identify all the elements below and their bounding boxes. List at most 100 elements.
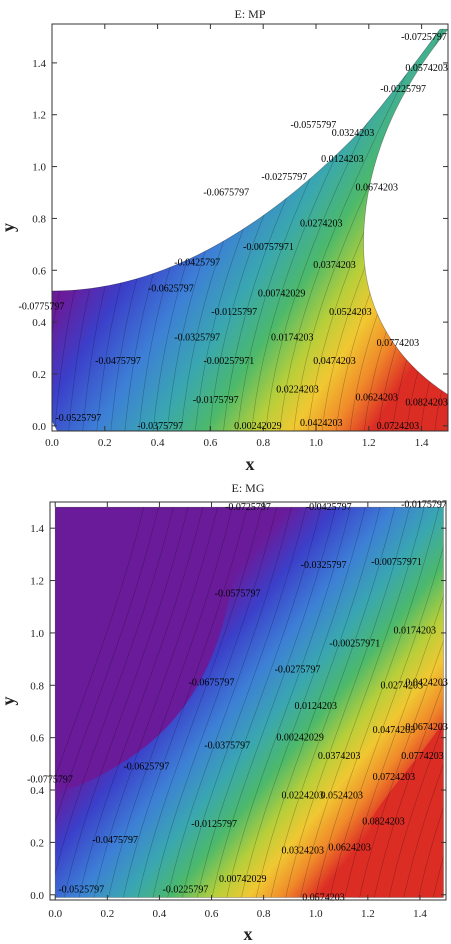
contour-line <box>135 507 267 898</box>
contour-value-label: -0.0125797 <box>211 307 257 318</box>
x-tick-label: 0.0 <box>48 908 62 920</box>
contour-line <box>391 29 448 431</box>
contour-value-label: -0.0375797 <box>137 421 183 432</box>
contour-value-label: 0.0274203 <box>300 219 343 230</box>
x-tick-label: 1.0 <box>309 437 323 449</box>
contour-value-label: 0.0774203 <box>377 338 420 349</box>
x-axis-label: x <box>244 924 253 944</box>
contour-value-label: -0.0625797 <box>123 761 169 772</box>
contour-line <box>419 29 448 431</box>
contour-line <box>312 507 444 898</box>
contour-value-label: 0.0624203 <box>355 392 398 403</box>
x-tick-label: 0.0 <box>45 437 59 449</box>
contour-value-label: 0.0824203 <box>405 397 448 408</box>
contour-value-label: 0.0174203 <box>393 625 436 636</box>
contour-line <box>120 507 252 898</box>
contour-value-label: 0.0674203 <box>405 722 448 733</box>
x-tick-label: 0.2 <box>100 908 114 920</box>
max-plateau-region <box>354 721 444 898</box>
contour-value-label: 0.0274203 <box>380 680 423 691</box>
contour-line <box>239 507 370 898</box>
contour-value-label: 0.0124203 <box>294 701 337 712</box>
contour-value-label: -0.0675797 <box>189 678 235 689</box>
contour-value-label: 0.0174203 <box>271 333 314 344</box>
contour-value-label: 0.0424203 <box>405 678 448 689</box>
contour-value-label: 0.0324203 <box>332 128 375 139</box>
contour-value-label: 0.0674203 <box>355 182 398 193</box>
contour-value-label: -0.0525797 <box>55 413 101 424</box>
contour-value-label: 0.0224203 <box>281 790 324 801</box>
contour-value-label: -0.0775797 <box>27 775 73 786</box>
y-tick-label: 0.2 <box>32 369 46 381</box>
contour-value-label: -0.0175797 <box>401 500 447 511</box>
y-tick-label: 0.4 <box>30 785 44 797</box>
contour-value-label: -0.0275797 <box>261 172 307 183</box>
contour-line <box>357 507 444 898</box>
contour-value-label: -0.0475797 <box>92 835 138 846</box>
contour-value-label: 0.0374203 <box>318 751 361 762</box>
contour-value-label: -0.0625797 <box>148 283 194 294</box>
contour-line <box>268 507 400 898</box>
y-tick-label: 0.4 <box>32 317 46 329</box>
contour-value-label: -0.0775797 <box>19 302 65 313</box>
contour-value-label: -0.00257971 <box>329 638 380 649</box>
contour-value-label: 0.0774203 <box>401 751 444 762</box>
contour-value-label: 0.0574203 <box>302 892 345 903</box>
contour-overlay <box>55 507 444 898</box>
contour-value-label: 0.0374203 <box>313 260 356 271</box>
contour-value-label: -0.0175797 <box>193 395 239 406</box>
x-tick-label: 1.4 <box>413 908 427 920</box>
y-tick-label: 0.2 <box>30 837 44 849</box>
domain-outline <box>54 506 444 898</box>
contour-value-label: 0.0474203 <box>373 725 416 736</box>
contour-value-label: -0.0725797 <box>225 502 271 513</box>
x-tick-label: 1.4 <box>415 437 429 449</box>
contour-line <box>91 507 223 898</box>
contour-line <box>342 507 444 898</box>
contour-value-label: -0.0575797 <box>290 120 336 131</box>
contour-value-label: -0.0425797 <box>306 502 352 513</box>
y-tick-label: 1.2 <box>32 110 46 122</box>
contour-line <box>55 507 164 898</box>
contour-value-label: 0.00242029 <box>234 421 282 432</box>
plot-frame <box>49 501 447 901</box>
x-tick-label: 0.8 <box>256 437 270 449</box>
x-tick-label: 0.4 <box>151 437 165 449</box>
chart-title: E: MG <box>232 481 265 495</box>
contour-value-label: 0.0624203 <box>328 843 371 854</box>
y-tick-label: 0.6 <box>32 265 46 277</box>
contour-line <box>106 507 238 898</box>
contour-line <box>405 29 448 431</box>
x-tick-label: 0.4 <box>153 908 167 920</box>
contour-line <box>253 507 385 898</box>
y-axis-label: y <box>0 223 18 232</box>
contour-value-label: -0.0375797 <box>204 741 250 752</box>
contour-line <box>224 507 356 898</box>
contour-line <box>61 507 193 898</box>
contour-line <box>209 507 341 898</box>
contour-value-label: 0.0474203 <box>313 356 356 367</box>
contour-value-label: 0.0724203 <box>373 772 416 783</box>
contour-line <box>76 507 208 898</box>
contour-value-label: -0.0125797 <box>191 819 237 830</box>
contour-value-label: 0.0124203 <box>321 154 364 165</box>
contour-line <box>371 507 444 898</box>
contour-value-label: -0.0675797 <box>203 188 249 199</box>
y-tick-label: 0.0 <box>30 890 44 902</box>
contour-line <box>416 507 444 898</box>
contour-value-label: -0.0325797 <box>174 333 220 344</box>
chart-title: E: MP <box>234 7 265 21</box>
contour-value-label: -0.0225797 <box>163 885 209 896</box>
contour-value-label: -0.0425797 <box>174 257 220 268</box>
y-tick-label: 1.0 <box>30 628 44 640</box>
contour-value-label: 0.0574203 <box>405 63 448 74</box>
contour-value-label: 0.0224203 <box>276 385 319 396</box>
contour-line <box>327 507 444 898</box>
x-tick-label: 0.6 <box>204 437 218 449</box>
contour-value-label: 0.0424203 <box>300 418 343 429</box>
contour-line <box>165 507 297 898</box>
min-plateau-region <box>55 507 243 791</box>
x-tick-label: 0.2 <box>98 437 112 449</box>
contour-value-label: 0.0724203 <box>377 421 420 432</box>
contour-value-label: -0.0525797 <box>58 885 104 896</box>
